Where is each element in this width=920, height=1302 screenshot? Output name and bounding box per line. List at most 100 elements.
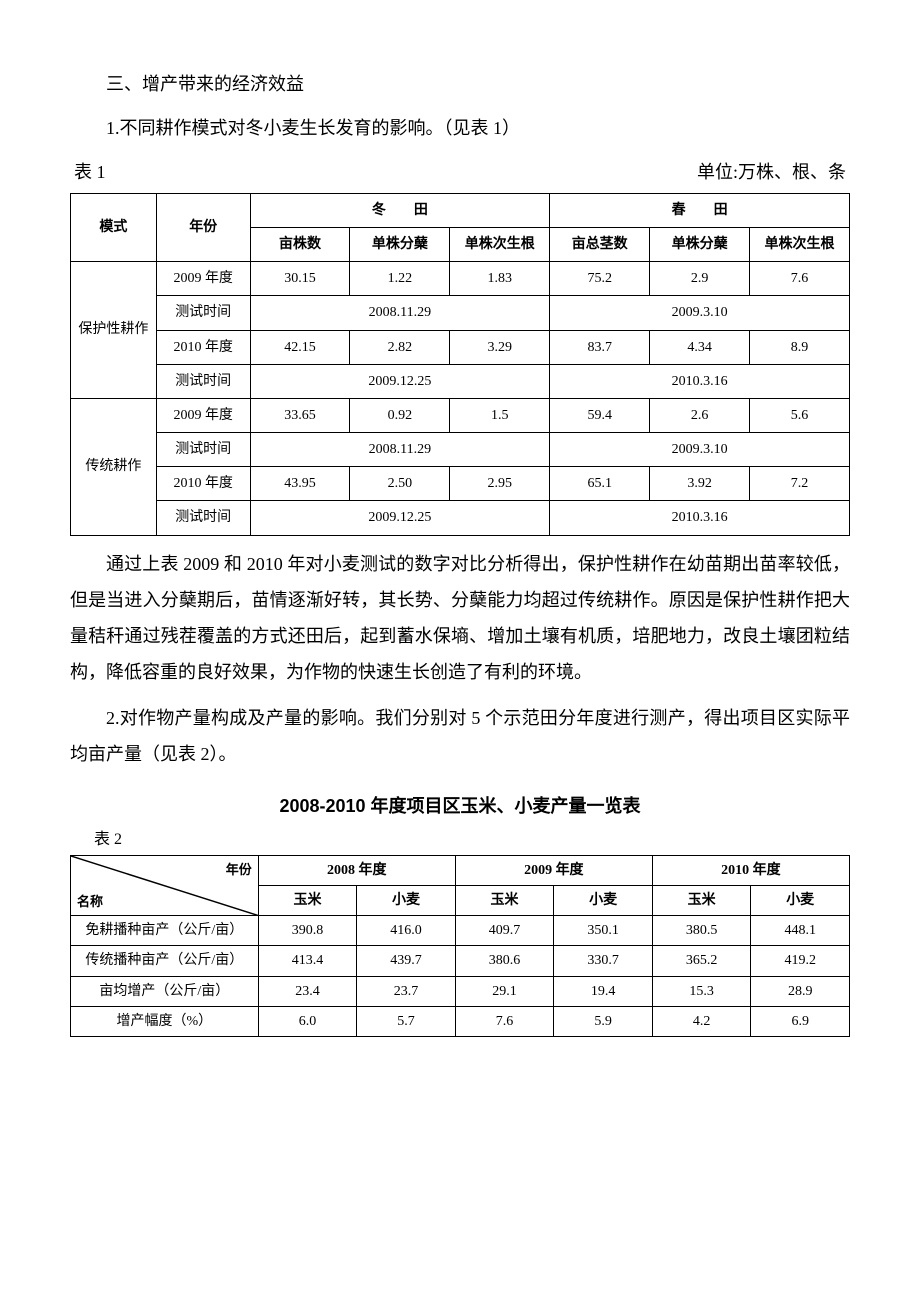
item-2-heading: 2.对作物产量构成及产量的影响。我们分别对 5 个示范田分年度进行测产，得出项目…: [70, 700, 850, 772]
th-mode: 模式: [71, 193, 157, 261]
data-cell: 5.9: [554, 1006, 653, 1036]
table-1: 模式 年份 冬 田 春 田 亩株数 单株分蘖 单株次生根 亩总茎数 单株分蘖 单…: [70, 193, 850, 536]
data-cell: 390.8: [258, 916, 357, 946]
th-crop: 玉米: [455, 886, 554, 916]
data-cell: 409.7: [455, 916, 554, 946]
th-crop: 小麦: [751, 886, 850, 916]
data-cell: 2.9: [650, 262, 750, 296]
data-cell: 15.3: [652, 976, 751, 1006]
data-cell: 380.6: [455, 946, 554, 976]
test-time-winter: 2009.12.25: [250, 364, 550, 398]
data-cell: 65.1: [550, 467, 650, 501]
th-crop: 小麦: [554, 886, 653, 916]
data-cell: 5.7: [357, 1006, 456, 1036]
table-row: 测试时间 2009.12.25 2010.3.16: [71, 364, 850, 398]
diag-label-year: 年份: [226, 858, 252, 881]
data-cell: 4.2: [652, 1006, 751, 1036]
row-label: 增产幅度（%）: [71, 1006, 259, 1036]
diag-label-name: 名称: [77, 890, 103, 913]
data-cell: 2.6: [650, 398, 750, 432]
data-cell: 75.2: [550, 262, 650, 296]
table-row: 传统耕作 2009 年度 33.65 0.92 1.5 59.4 2.6 5.6: [71, 398, 850, 432]
data-cell: 2.50: [350, 467, 450, 501]
table-row: 测试时间 2009.12.25 2010.3.16: [71, 501, 850, 535]
data-cell: 1.22: [350, 262, 450, 296]
test-time-label: 测试时间: [156, 433, 250, 467]
th-crop: 玉米: [652, 886, 751, 916]
th-s2: 单株分蘖: [650, 227, 750, 261]
data-cell: 365.2: [652, 946, 751, 976]
data-cell: 4.34: [650, 330, 750, 364]
data-cell: 0.92: [350, 398, 450, 432]
data-cell: 416.0: [357, 916, 456, 946]
data-cell: 5.6: [750, 398, 850, 432]
table-row: 测试时间 2008.11.29 2009.3.10: [71, 433, 850, 467]
data-cell: 448.1: [751, 916, 850, 946]
year-cell: 2009 年度: [156, 262, 250, 296]
data-cell: 330.7: [554, 946, 653, 976]
table1-caption-left: 表 1: [74, 156, 106, 188]
data-cell: 439.7: [357, 946, 456, 976]
table-row: 免耕播种亩产（公斤/亩） 390.8 416.0 409.7 350.1 380…: [71, 916, 850, 946]
th-year: 年份: [156, 193, 250, 261]
data-cell: 6.9: [751, 1006, 850, 1036]
th-s1: 亩总茎数: [550, 227, 650, 261]
th-s3: 单株次生根: [750, 227, 850, 261]
data-cell: 2.95: [450, 467, 550, 501]
data-cell: 7.6: [455, 1006, 554, 1036]
data-cell: 19.4: [554, 976, 653, 1006]
table2-title: 2008-2010 年度项目区玉米、小麦产量一览表: [70, 790, 850, 822]
table-row: 测试时间 2008.11.29 2009.3.10: [71, 296, 850, 330]
data-cell: 23.7: [357, 976, 456, 1006]
th-spring: 春 田: [550, 193, 850, 227]
test-time-winter: 2008.11.29: [250, 296, 550, 330]
test-time-spring: 2009.3.10: [550, 433, 850, 467]
data-cell: 33.65: [250, 398, 350, 432]
year-cell: 2010 年度: [156, 467, 250, 501]
th-w2: 单株分蘖: [350, 227, 450, 261]
data-cell: 7.2: [750, 467, 850, 501]
year-cell: 2010 年度: [156, 330, 250, 364]
data-cell: 3.92: [650, 467, 750, 501]
table-row: 2010 年度 43.95 2.50 2.95 65.1 3.92 7.2: [71, 467, 850, 501]
test-time-label: 测试时间: [156, 296, 250, 330]
mode-cell: 传统耕作: [71, 398, 157, 535]
table-2: 名称 年份 2008 年度 2009 年度 2010 年度 玉米 小麦 玉米 小…: [70, 855, 850, 1037]
row-label: 亩均增产（公斤/亩）: [71, 976, 259, 1006]
table2-header-row-1: 名称 年份 2008 年度 2009 年度 2010 年度: [71, 855, 850, 885]
diag-header: 名称 年份: [71, 855, 259, 915]
data-cell: 1.5: [450, 398, 550, 432]
table2-caption: 表 2: [94, 826, 850, 855]
test-time-label: 测试时间: [156, 501, 250, 535]
test-time-label: 测试时间: [156, 364, 250, 398]
section-heading-3: 三、增产带来的经济效益: [70, 68, 850, 100]
data-cell: 6.0: [258, 1006, 357, 1036]
data-cell: 2.82: [350, 330, 450, 364]
data-cell: 59.4: [550, 398, 650, 432]
data-cell: 419.2: [751, 946, 850, 976]
test-time-spring: 2010.3.16: [550, 364, 850, 398]
data-cell: 1.83: [450, 262, 550, 296]
test-time-spring: 2010.3.16: [550, 501, 850, 535]
test-time-winter: 2008.11.29: [250, 433, 550, 467]
data-cell: 28.9: [751, 976, 850, 1006]
data-cell: 23.4: [258, 976, 357, 1006]
data-cell: 29.1: [455, 976, 554, 1006]
row-label: 传统播种亩产（公斤/亩）: [71, 946, 259, 976]
table-row: 2010 年度 42.15 2.82 3.29 83.7 4.34 8.9: [71, 330, 850, 364]
th-winter: 冬 田: [250, 193, 550, 227]
table-row: 传统播种亩产（公斤/亩） 413.4 439.7 380.6 330.7 365…: [71, 946, 850, 976]
th-w3: 单株次生根: [450, 227, 550, 261]
th-year0: 2008 年度: [258, 855, 455, 885]
data-cell: 42.15: [250, 330, 350, 364]
data-cell: 380.5: [652, 916, 751, 946]
test-time-spring: 2009.3.10: [550, 296, 850, 330]
th-crop: 玉米: [258, 886, 357, 916]
data-cell: 30.15: [250, 262, 350, 296]
analysis-paragraph: 通过上表 2009 和 2010 年对小麦测试的数字对比分析得出，保护性耕作在幼…: [70, 546, 850, 690]
th-year1: 2009 年度: [455, 855, 652, 885]
row-label: 免耕播种亩产（公斤/亩）: [71, 916, 259, 946]
th-year2: 2010 年度: [652, 855, 849, 885]
data-cell: 8.9: [750, 330, 850, 364]
table1-unit: 单位:万株、根、条: [697, 156, 846, 188]
